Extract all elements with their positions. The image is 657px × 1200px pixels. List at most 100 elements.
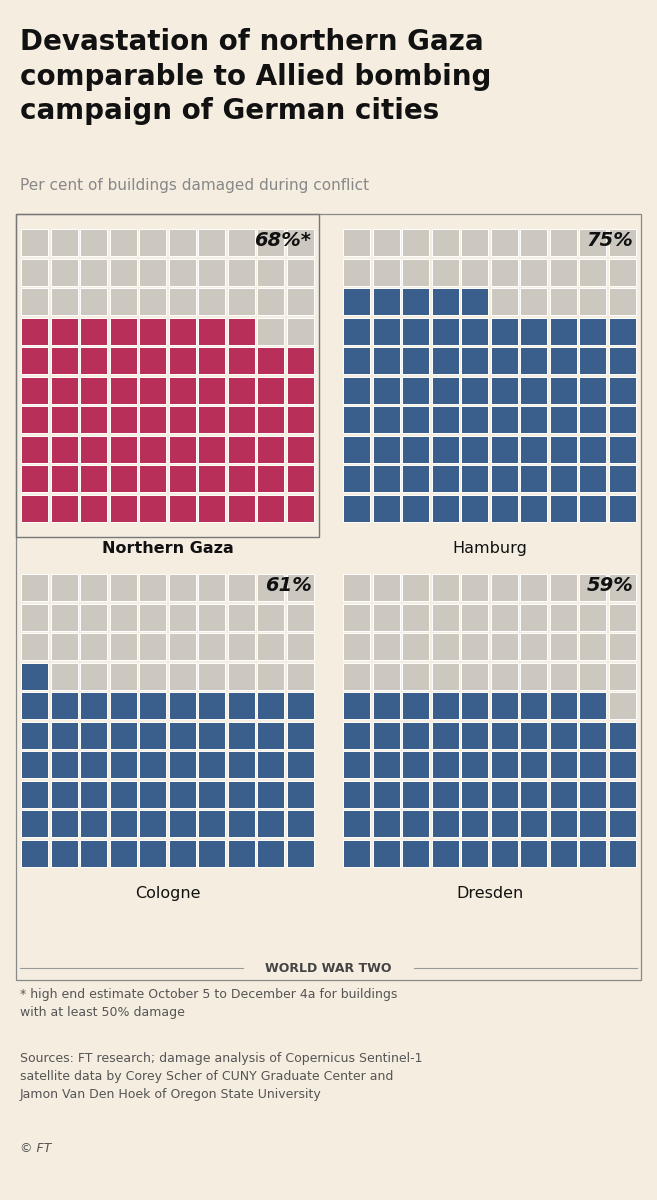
Text: WORLD WAR TWO: WORLD WAR TWO <box>265 961 392 974</box>
Bar <box>287 634 313 660</box>
Bar <box>287 377 313 403</box>
Bar <box>80 840 107 866</box>
Bar <box>258 494 284 522</box>
Bar <box>169 318 196 344</box>
Bar <box>344 575 370 601</box>
Bar <box>139 259 166 286</box>
Bar <box>550 347 577 374</box>
Bar <box>228 810 255 838</box>
Bar <box>344 494 370 522</box>
Bar <box>491 662 518 690</box>
Bar <box>402 466 429 492</box>
Bar <box>21 634 48 660</box>
Bar <box>579 840 606 866</box>
Bar <box>258 840 284 866</box>
Bar <box>110 634 137 660</box>
Bar <box>344 347 370 374</box>
Bar <box>344 259 370 286</box>
Bar <box>169 634 196 660</box>
Bar <box>169 229 196 256</box>
Bar <box>287 751 313 778</box>
Bar <box>110 377 137 403</box>
Bar <box>198 377 225 403</box>
Bar <box>80 407 107 433</box>
Bar <box>520 318 547 344</box>
Bar <box>344 407 370 433</box>
Bar <box>198 494 225 522</box>
Bar <box>51 494 78 522</box>
Bar <box>21 347 48 374</box>
Bar <box>258 436 284 463</box>
Bar <box>110 407 137 433</box>
Bar <box>550 575 577 601</box>
Bar <box>139 229 166 256</box>
Text: © FT: © FT <box>20 1142 51 1154</box>
Bar <box>609 604 636 631</box>
Bar <box>373 229 399 256</box>
Bar <box>609 781 636 808</box>
Bar <box>110 692 137 719</box>
Bar <box>344 781 370 808</box>
Bar <box>344 810 370 838</box>
Bar <box>21 229 48 256</box>
Bar <box>491 575 518 601</box>
Bar <box>344 288 370 316</box>
Bar <box>491 751 518 778</box>
Bar <box>491 781 518 808</box>
Bar <box>110 318 137 344</box>
Bar <box>287 840 313 866</box>
Bar <box>169 781 196 808</box>
Bar <box>344 840 370 866</box>
Bar <box>344 466 370 492</box>
Bar <box>432 575 459 601</box>
Bar <box>258 634 284 660</box>
Bar <box>80 575 107 601</box>
Bar <box>110 436 137 463</box>
Bar <box>139 722 166 749</box>
Bar <box>21 436 48 463</box>
Bar <box>432 377 459 403</box>
Bar <box>139 377 166 403</box>
Bar <box>287 288 313 316</box>
Bar <box>258 318 284 344</box>
Bar <box>579 436 606 463</box>
Bar <box>609 347 636 374</box>
Bar <box>287 722 313 749</box>
Bar <box>579 751 606 778</box>
Bar <box>432 781 459 808</box>
Bar <box>402 318 429 344</box>
Text: Sources: FT research; damage analysis of Copernicus Sentinel-1
satellite data by: Sources: FT research; damage analysis of… <box>20 1052 422 1102</box>
Bar <box>80 810 107 838</box>
Bar <box>344 722 370 749</box>
Bar <box>550 259 577 286</box>
Bar <box>287 229 313 256</box>
Bar <box>432 604 459 631</box>
Bar <box>461 407 488 433</box>
Bar <box>491 634 518 660</box>
Bar <box>609 318 636 344</box>
Bar <box>461 259 488 286</box>
Bar <box>21 604 48 631</box>
Bar <box>169 494 196 522</box>
Bar <box>110 494 137 522</box>
Bar <box>373 722 399 749</box>
Bar <box>373 810 399 838</box>
Bar <box>491 407 518 433</box>
Bar <box>373 377 399 403</box>
Bar <box>287 436 313 463</box>
Bar <box>520 604 547 631</box>
Bar <box>461 840 488 866</box>
Bar <box>287 466 313 492</box>
Bar <box>139 318 166 344</box>
Bar <box>432 751 459 778</box>
Bar <box>402 436 429 463</box>
Bar <box>51 810 78 838</box>
Bar <box>287 318 313 344</box>
Bar <box>169 436 196 463</box>
Bar <box>80 494 107 522</box>
Bar <box>402 751 429 778</box>
Bar <box>287 604 313 631</box>
Bar <box>579 781 606 808</box>
Bar <box>373 288 399 316</box>
Bar <box>169 259 196 286</box>
